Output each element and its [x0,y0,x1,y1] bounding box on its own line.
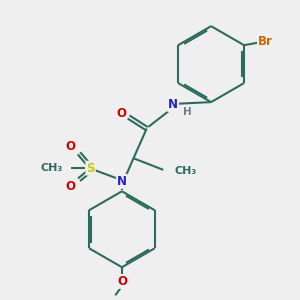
Text: CH₃: CH₃ [40,163,62,173]
Text: O: O [66,140,76,152]
Text: O: O [116,106,126,119]
Text: H: H [183,107,191,117]
Text: S: S [86,162,95,175]
Text: Br: Br [258,35,273,48]
Text: CH₃: CH₃ [175,167,197,176]
Text: O: O [117,275,127,288]
Text: N: N [117,175,127,188]
Text: N: N [168,98,178,111]
Text: O: O [66,181,76,194]
